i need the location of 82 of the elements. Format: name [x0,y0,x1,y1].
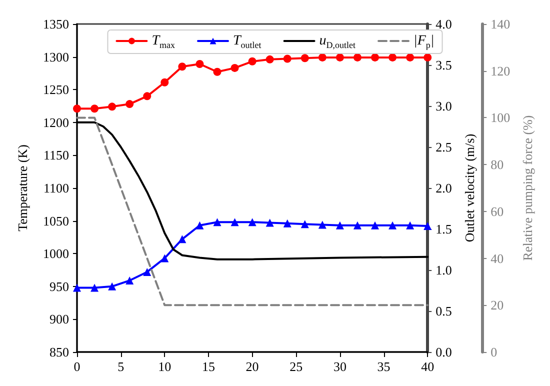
point [318,53,326,62]
y-tick-label: 900 [50,312,69,327]
point [336,221,344,230]
y3-tick-label: 140 [490,16,510,32]
y2-tick-label: 1.0 [436,262,452,278]
x-tick-label: 0 [74,359,80,374]
y3-axis-title: Relative pumping force (%) [520,115,535,261]
point [388,221,397,230]
point [73,104,81,113]
point [178,235,186,244]
x-tick-label: 40 [421,359,434,374]
y2-tick-label: 0.5 [436,304,452,318]
y3-tick-label: 120 [490,63,510,78]
y2-tick-label: 3.0 [436,98,452,114]
point [230,218,239,226]
x-tick-label: 15 [202,359,215,374]
y-tick-label: 1150 [43,148,69,163]
point [108,102,116,111]
point [300,54,309,62]
x-tick-label: 25 [290,359,303,374]
point [424,53,432,62]
point [213,218,222,226]
point [248,57,256,66]
x-tick-label: 30 [333,359,346,374]
point [143,268,152,276]
y2-tick-label: 0.0 [436,344,452,360]
y3-tick-label: 80 [490,157,504,172]
y2-tick-label: 1.5 [436,222,452,236]
y-tick-label: 1300 [43,49,69,64]
y2-axis-title: Outlet velocity (m/s) [462,134,477,242]
y2-tick-label: 2.5 [436,140,452,154]
y3-tick-label: 100 [490,110,510,126]
point [108,282,116,290]
point [266,218,274,227]
y-tick-label: 1250 [43,82,69,98]
y-tick-label: 1000 [43,246,69,262]
y-tick-label: 1100 [43,180,69,196]
point [143,92,152,100]
point [160,78,169,86]
point [283,54,292,63]
y2-tick-label: 2.0 [436,180,452,196]
y-tick-label: 1350 [43,16,69,32]
y-tick-label: 850 [50,344,69,360]
y3-tick-label: 60 [490,204,504,219]
y-tick-label: 1200 [43,114,69,130]
point [90,284,99,292]
point [371,221,380,230]
point [388,53,397,62]
point [178,62,186,71]
y-tick-label: 1050 [43,213,69,228]
y2-tick-label: 4.0 [436,16,452,32]
point [371,53,380,62]
point [196,221,204,230]
point [196,60,204,68]
x-tick-label: 20 [246,359,259,374]
point [126,100,134,108]
x-tick-label: 5 [118,359,124,374]
point [406,53,414,62]
point [126,276,134,284]
point [353,53,362,62]
point [266,55,274,64]
y3-tick-label: 20 [490,298,504,313]
y-axis-title: Temperature (K) [15,144,30,232]
point [424,222,432,230]
point [248,218,256,226]
point [336,53,344,62]
point [318,220,326,229]
point [213,68,222,76]
point [73,284,81,292]
point [230,64,239,72]
point [160,254,169,262]
point [300,220,309,228]
x-tick-label: 35 [377,359,390,374]
point [283,219,292,228]
point [406,221,414,230]
y3-tick-label: 40 [490,250,504,266]
y3-tick-label: 0 [490,344,498,360]
y2-tick-label: 3.5 [436,58,452,72]
point [90,104,99,113]
point [353,221,362,230]
y-tick-label: 950 [50,278,69,294]
x-tick-label: 10 [158,359,172,374]
